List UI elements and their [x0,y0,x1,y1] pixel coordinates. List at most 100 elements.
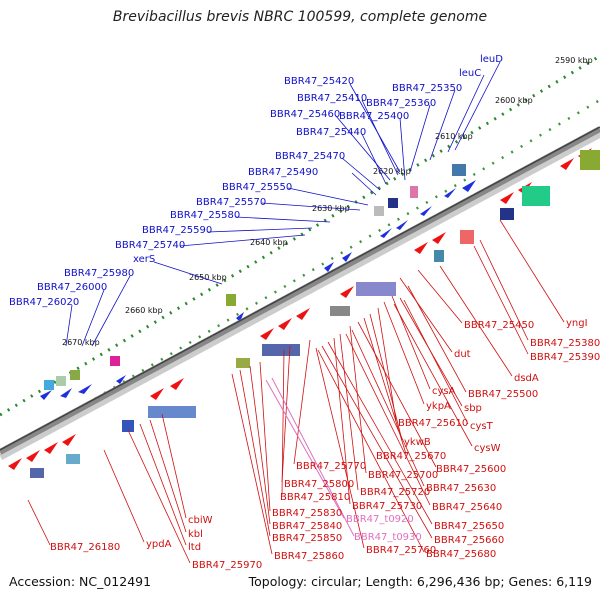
gene-label[interactable]: BBR47_26020 [9,297,79,308]
gene-label[interactable]: leuC [459,68,481,79]
gene-block [460,230,474,244]
gene-label[interactable]: BBR47_25640 [432,502,502,513]
red-arrow [340,286,354,298]
gene-block [226,294,236,306]
gene-label[interactable]: BBR47_25390 [530,352,600,363]
trna-label[interactable]: BBR47_t0930 [354,532,422,543]
red-arrow [8,458,22,470]
gene-block [374,206,384,216]
gene-label[interactable]: BBR47_25590 [142,225,212,236]
red-arrow [260,328,274,340]
red-arrow [44,442,58,454]
gene-block [110,356,120,366]
gene-label[interactable]: BBR47_25680 [426,549,496,560]
gene-label[interactable]: BBR47_25420 [284,76,354,87]
gene-label[interactable]: BBR47_25770 [296,461,366,472]
red-arrow [560,158,574,170]
gene-label[interactable]: BBR47_25840 [272,521,342,532]
gene-label[interactable]: sbp [464,403,482,414]
gene-label[interactable]: BBR47_25830 [272,508,342,519]
gene-label[interactable]: BBR47_25440 [296,127,366,138]
gene-block [44,380,54,390]
gene-label[interactable]: BBR47_25730 [352,501,422,512]
gene-label[interactable]: BBR47_25460 [270,109,340,120]
gene-block [30,468,44,478]
red-arrow [62,434,76,446]
gene-block [262,344,300,356]
gene-block [580,150,600,170]
red-arrow [278,318,292,330]
gene-block [70,370,80,380]
gene-label[interactable]: xerS [133,254,155,265]
gene-label[interactable]: cbiW [188,515,213,526]
gene-block [500,208,514,220]
gene-label[interactable]: cysW [474,443,501,454]
genome-backbone-highlight [0,126,600,451]
gene-label[interactable]: BBR47_25580 [170,210,240,221]
gene-label[interactable]: yngI [566,318,588,329]
gene-label[interactable]: BBR47_25740 [115,240,185,251]
forward-strand-features [40,164,476,400]
red-arrow [150,388,164,400]
tick-label: 2600 kbp [495,96,533,105]
gene-block [522,186,550,206]
gene-label[interactable]: BBR47_25500 [468,389,538,400]
gene-label[interactable]: ykpA [426,401,451,412]
gene-label[interactable]: cysA [432,386,456,397]
scale-ticks: 2590 kbp 2600 kbp 2610 kbp 2620 kbp 2630… [62,56,593,347]
gene-label[interactable]: BBR47_25610 [398,418,468,429]
gene-label[interactable]: BBR47_25490 [248,167,318,178]
reverse-strand-features [8,148,600,478]
gene-label[interactable]: BBR47_25660 [434,535,504,546]
gene-label[interactable]: BBR47_25670 [376,451,446,462]
gene-label[interactable]: BBR47_25550 [222,182,292,193]
gene-label[interactable]: ltd [188,542,201,553]
gene-block [56,376,66,386]
gene-label[interactable]: BBR47_25980 [64,268,134,279]
gene-label[interactable]: BBR47_25800 [284,479,354,490]
gene-label[interactable]: dut [454,349,471,360]
gene-label[interactable]: BBR47_25810 [280,492,350,503]
gene-label[interactable]: BBR47_26000 [37,282,107,293]
gene-label[interactable]: BBR47_25630 [426,483,496,494]
red-arrow [26,450,40,462]
gene-label[interactable]: BBR47_25350 [392,83,462,94]
gene-label[interactable]: BBR47_25400 [339,111,409,122]
blue-arrow [236,312,244,322]
gene-block [236,358,250,368]
gene-label[interactable]: BBR47_25720 [360,487,430,498]
red-arrow [432,232,446,244]
red-arrow [296,308,310,320]
blue-arrow [420,206,432,216]
gene-label[interactable]: ykwB [404,437,431,448]
gene-label[interactable]: BBR47_25570 [196,197,266,208]
gene-label[interactable]: BBR47_25860 [274,551,344,562]
gene-label[interactable]: BBR47_25760 [366,545,436,556]
gene-label[interactable]: BBR47_25380 [530,338,600,349]
tick-label: 2630 kbp [312,204,350,213]
map-title: Brevibacillus brevis NBRC 100599, comple… [112,9,488,25]
gene-label[interactable]: BBR47_26180 [50,542,120,553]
trna-label[interactable]: BBR47_t0920 [346,514,414,525]
gene-block [356,282,396,296]
gene-label[interactable]: cysT [470,421,494,432]
gene-label[interactable]: BBR47_25410 [297,93,367,104]
gene-label[interactable]: dsdA [514,373,539,384]
gene-label[interactable]: BBR47_25470 [275,151,345,162]
gene-label[interactable]: kbl [188,529,203,540]
gene-label[interactable]: BBR47_25360 [366,98,436,109]
gene-label[interactable]: BBR47_25450 [464,320,534,331]
gene-label[interactable]: BBR47_25850 [272,533,342,544]
blue-arrow [116,375,126,384]
gene-label[interactable]: BBR47_25700 [368,470,438,481]
bottom-callout-lines [27,219,565,564]
gene-label[interactable]: BBR47_25650 [434,521,504,532]
gene-label[interactable]: leuD [480,54,503,65]
gene-label[interactable]: ypdA [146,539,172,550]
gene-label[interactable]: BBR47_25970 [192,560,262,571]
gene-label[interactable]: BBR47_25600 [436,464,506,475]
tick-label: 2650 kbp [189,273,227,282]
blue-arrow [396,220,408,230]
